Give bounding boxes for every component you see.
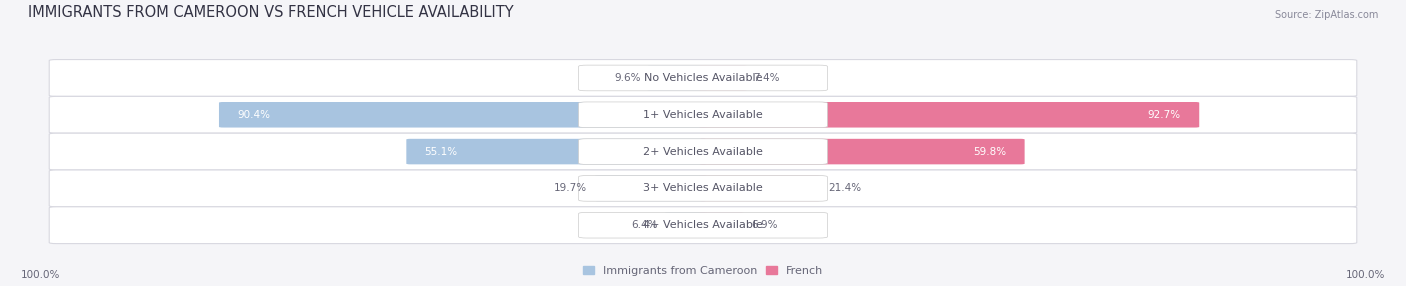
FancyBboxPatch shape (219, 102, 707, 128)
Text: 55.1%: 55.1% (425, 147, 458, 156)
FancyBboxPatch shape (579, 102, 827, 128)
FancyBboxPatch shape (699, 65, 747, 91)
Text: 59.8%: 59.8% (973, 147, 1007, 156)
FancyBboxPatch shape (699, 139, 1025, 164)
Text: 100.0%: 100.0% (21, 270, 60, 279)
Text: 92.7%: 92.7% (1147, 110, 1181, 120)
Text: Source: ZipAtlas.com: Source: ZipAtlas.com (1274, 10, 1378, 20)
FancyBboxPatch shape (648, 65, 707, 91)
FancyBboxPatch shape (49, 133, 1357, 170)
Text: 6.9%: 6.9% (751, 220, 778, 230)
Text: 4+ Vehicles Available: 4+ Vehicles Available (643, 220, 763, 230)
FancyBboxPatch shape (699, 176, 821, 201)
Text: 9.6%: 9.6% (614, 73, 641, 83)
FancyBboxPatch shape (49, 207, 1357, 244)
FancyBboxPatch shape (49, 59, 1357, 96)
Text: 2+ Vehicles Available: 2+ Vehicles Available (643, 147, 763, 156)
Text: 21.4%: 21.4% (828, 183, 860, 193)
Text: 3+ Vehicles Available: 3+ Vehicles Available (643, 183, 763, 193)
FancyBboxPatch shape (699, 212, 744, 238)
Legend: Immigrants from Cameroon, French: Immigrants from Cameroon, French (578, 261, 828, 281)
FancyBboxPatch shape (406, 139, 707, 164)
FancyBboxPatch shape (579, 212, 827, 238)
Text: 90.4%: 90.4% (238, 110, 270, 120)
Text: IMMIGRANTS FROM CAMEROON VS FRENCH VEHICLE AVAILABILITY: IMMIGRANTS FROM CAMEROON VS FRENCH VEHIC… (28, 5, 513, 20)
FancyBboxPatch shape (665, 212, 707, 238)
FancyBboxPatch shape (579, 176, 827, 201)
FancyBboxPatch shape (579, 139, 827, 164)
FancyBboxPatch shape (699, 102, 1199, 128)
FancyBboxPatch shape (49, 96, 1357, 133)
FancyBboxPatch shape (595, 176, 707, 201)
Text: 7.4%: 7.4% (754, 73, 780, 83)
FancyBboxPatch shape (49, 170, 1357, 207)
Text: 19.7%: 19.7% (554, 183, 588, 193)
Text: 6.4%: 6.4% (631, 220, 658, 230)
Text: 1+ Vehicles Available: 1+ Vehicles Available (643, 110, 763, 120)
Text: 100.0%: 100.0% (1346, 270, 1385, 279)
FancyBboxPatch shape (579, 65, 827, 91)
Text: No Vehicles Available: No Vehicles Available (644, 73, 762, 83)
